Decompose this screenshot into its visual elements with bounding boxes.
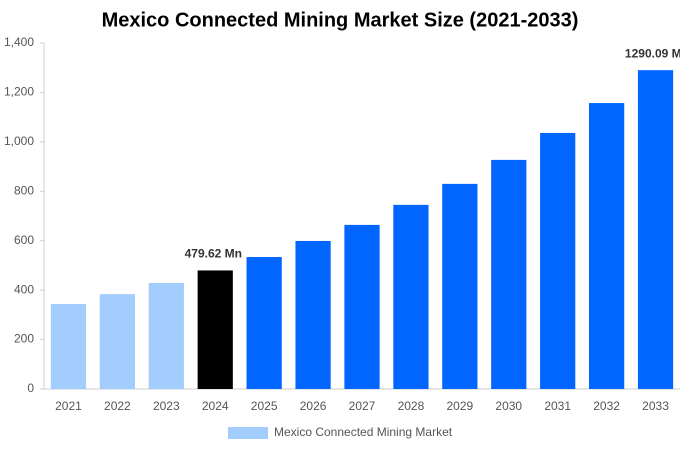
x-tick-label: 2032 bbox=[593, 399, 620, 413]
x-tick-label: 2031 bbox=[544, 399, 571, 413]
bar bbox=[637, 70, 674, 389]
bar bbox=[246, 257, 282, 389]
x-tick-label: 2021 bbox=[55, 399, 82, 413]
x-tick-label: 2033 bbox=[642, 399, 669, 413]
bar bbox=[197, 270, 233, 389]
x-tick-label: 2026 bbox=[300, 399, 327, 413]
bar bbox=[589, 103, 625, 389]
y-tick-label: 1,400 bbox=[4, 35, 34, 49]
bar bbox=[99, 294, 135, 389]
y-tick-label: 1,200 bbox=[4, 85, 34, 99]
x-tick-label: 2030 bbox=[495, 399, 522, 413]
legend-swatch bbox=[228, 427, 268, 439]
x-tick-label: 2024 bbox=[202, 399, 229, 413]
y-tick-label: 1,000 bbox=[4, 134, 34, 148]
y-tick-label: 600 bbox=[14, 233, 34, 247]
data-label: 1290.09 Mn bbox=[625, 46, 680, 60]
bar bbox=[344, 224, 380, 389]
x-tick-label: 2025 bbox=[251, 399, 278, 413]
legend-label: Mexico Connected Mining Market bbox=[274, 425, 453, 439]
x-tick-label: 2029 bbox=[446, 399, 473, 413]
chart-title: Mexico Connected Mining Market Size (202… bbox=[102, 9, 579, 31]
y-tick-label: 0 bbox=[27, 381, 34, 395]
bar bbox=[540, 132, 576, 389]
x-tick-label: 2027 bbox=[349, 399, 376, 413]
x-tick-label: 2023 bbox=[153, 399, 180, 413]
x-tick-label: 2022 bbox=[104, 399, 131, 413]
bar bbox=[295, 240, 331, 389]
bar bbox=[148, 282, 184, 389]
x-tick-label: 2028 bbox=[398, 399, 425, 413]
bar bbox=[50, 303, 87, 389]
y-tick-label: 200 bbox=[14, 332, 34, 346]
bar bbox=[393, 204, 429, 389]
y-tick-label: 400 bbox=[14, 282, 34, 296]
y-tick-label: 800 bbox=[14, 183, 34, 197]
bar bbox=[491, 159, 527, 389]
bar bbox=[442, 183, 478, 389]
data-label: 479.62 Mn bbox=[185, 247, 242, 261]
